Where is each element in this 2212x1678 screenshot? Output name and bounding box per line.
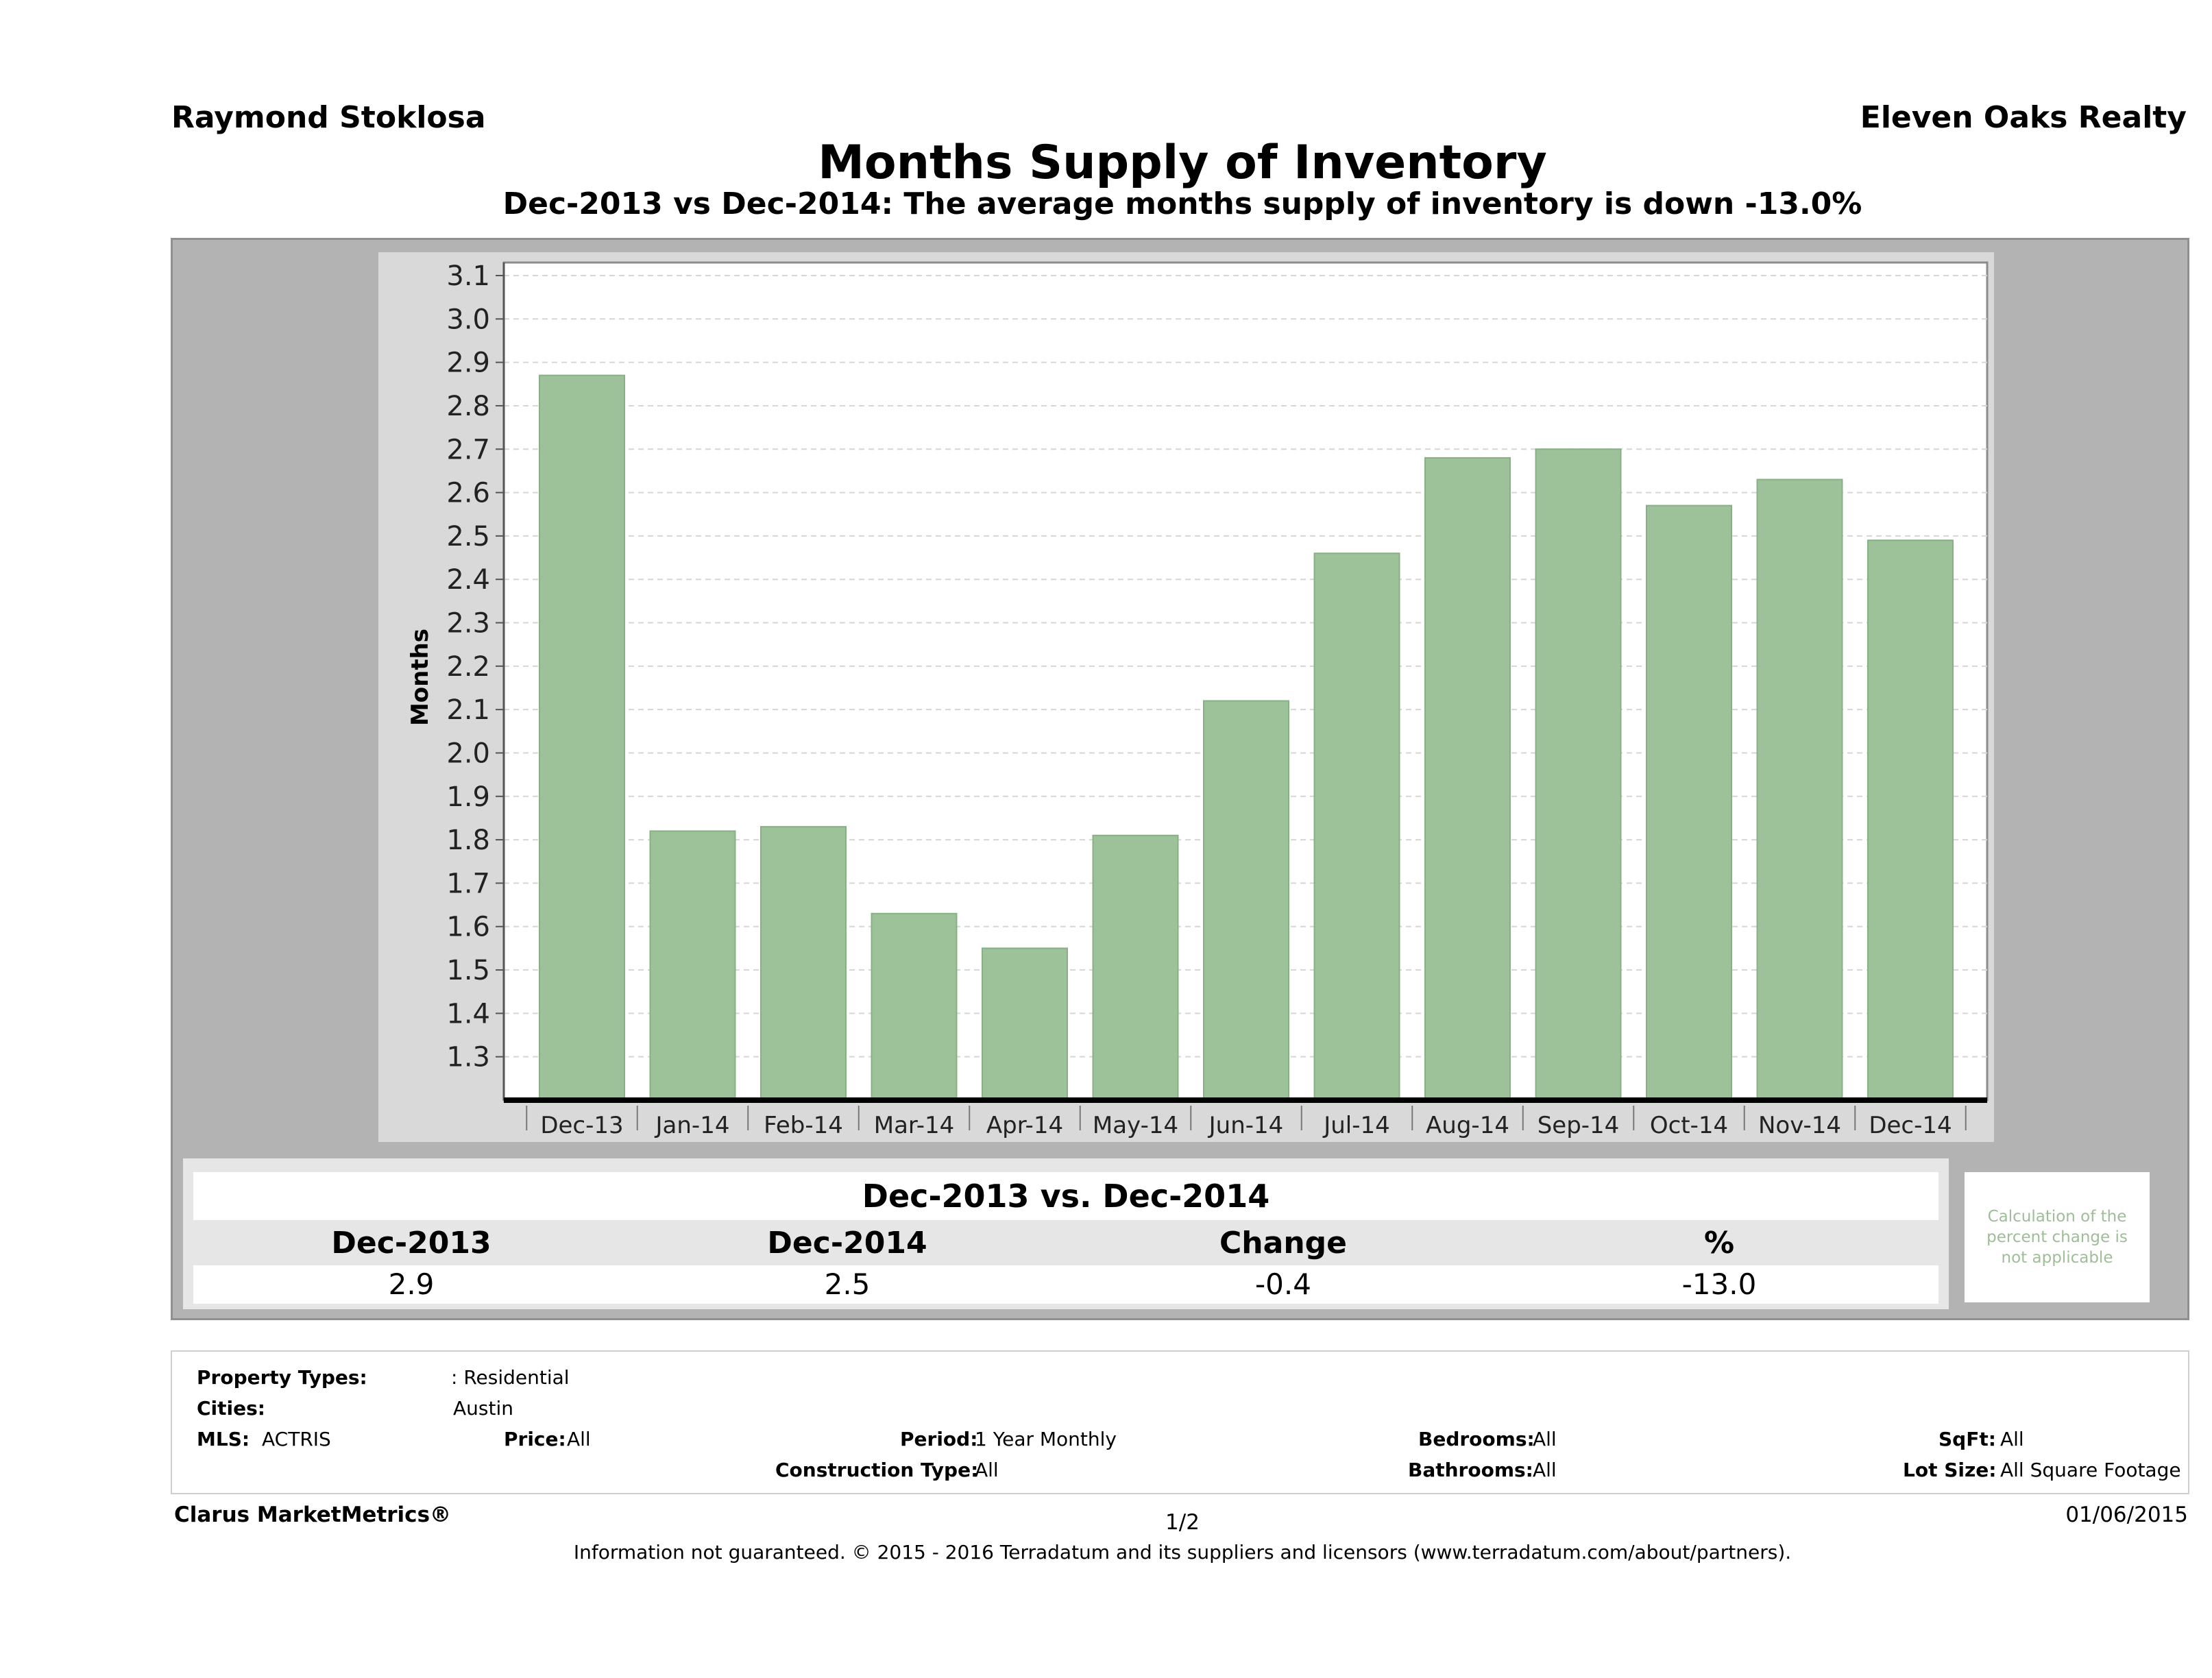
filter-cities: Cities: [197, 1397, 265, 1420]
x-tick-label: Dec-13 [540, 1112, 623, 1139]
bar-may-14 [1092, 834, 1179, 1101]
y-tick-label: 2.4 [446, 564, 490, 596]
bar-nov-14 [1756, 478, 1843, 1101]
y-tick-label: 2.8 [446, 391, 490, 422]
filter-property-types-label: Property Types: [197, 1366, 367, 1389]
y-tick-label: 1.3 [446, 1042, 490, 1073]
filter-property-types: Property Types: [197, 1366, 367, 1389]
filter-mls-value: ACTRIS [262, 1428, 331, 1450]
bar-mar-14 [871, 912, 958, 1101]
footer-brand: Clarus MarketMetrics® [174, 1503, 452, 1527]
summary-value-percent: -13.0 [1681, 1267, 1757, 1301]
filter-period-value: 1 Year Monthly [975, 1428, 1117, 1450]
filter-cities-label: Cities: [197, 1397, 265, 1420]
filter-period-label: Period: [900, 1428, 978, 1450]
page-number: 1/2 [1165, 1510, 1200, 1535]
filter-price-label: Price: [504, 1428, 566, 1450]
y-tick-label: 2.9 [446, 348, 490, 379]
x-tick-label: Jul-14 [1322, 1112, 1390, 1139]
agent-name: Raymond Stoklosa [171, 100, 486, 135]
y-tick-label: 1.6 [446, 912, 490, 943]
filter-bathrooms-value: All [1533, 1459, 1557, 1481]
filter-period: Period: [900, 1428, 977, 1450]
filter-bathrooms: Bathrooms: [1408, 1459, 1533, 1481]
x-tick-label: Dec-14 [1869, 1112, 1952, 1139]
filter-cities-value: Austin [453, 1397, 513, 1420]
filter-price-value: All [567, 1428, 591, 1450]
report-title: Months Supply of Inventory [818, 136, 1547, 190]
x-tick-label: Aug-14 [1426, 1112, 1509, 1139]
bar-feb-14 [760, 826, 847, 1102]
filter-price: Price: [504, 1428, 566, 1450]
x-tick-label: Feb-14 [764, 1112, 843, 1139]
y-tick-label: 2.0 [446, 738, 490, 769]
x-tick-label: Apr-14 [986, 1112, 1063, 1139]
bar-aug-14 [1424, 457, 1511, 1101]
filter-bedrooms-label: Bedrooms: [1418, 1428, 1535, 1450]
filter-bedrooms-value: All [1533, 1428, 1557, 1450]
y-tick-label: 1.5 [446, 955, 490, 986]
summary-value-change: -0.4 [1255, 1267, 1311, 1301]
x-tick-label: Nov-14 [1758, 1112, 1841, 1139]
filter-construction-value: All [975, 1459, 999, 1481]
filter-bathrooms-label: Bathrooms: [1408, 1459, 1533, 1481]
y-tick-label: 1.9 [446, 781, 490, 813]
y-tick-label: 1.4 [446, 998, 490, 1030]
x-tick-label: Sep-14 [1538, 1112, 1620, 1139]
filter-lot-size-label: Lot Size: [1903, 1459, 1997, 1481]
filters-panel [171, 1350, 2189, 1494]
y-tick-label: 3.0 [446, 304, 490, 335]
summary-header-percent: % [1703, 1226, 1735, 1261]
summary-value-row [193, 1265, 1938, 1304]
filter-mls-label: MLS: [197, 1428, 250, 1450]
summary-header-change: Change [1219, 1226, 1347, 1261]
y-axis-label: Months [406, 629, 434, 726]
filter-property-types-value: : Residential [451, 1366, 570, 1389]
y-tick-label: 2.5 [446, 521, 490, 552]
x-tick-label: May-14 [1093, 1112, 1178, 1139]
filter-mls: MLS: [197, 1428, 250, 1450]
bar-dec-13 [539, 374, 625, 1102]
bar-jan-14 [649, 830, 736, 1101]
x-tick-label: Oct-14 [1650, 1112, 1728, 1139]
bar-jun-14 [1203, 700, 1289, 1101]
summary-header-start: Dec-2013 [331, 1226, 491, 1261]
y-tick-label: 2.3 [446, 608, 490, 640]
y-tick-label: 1.7 [446, 868, 490, 899]
x-tick-label: Jan-14 [655, 1112, 730, 1139]
filter-sqft-value: All [2000, 1428, 2024, 1450]
report-subtitle: Dec-2013 vs Dec-2014: The average months… [502, 186, 1862, 221]
percent-note: Calculation of the percent change is not… [1965, 1172, 2150, 1302]
bar-jul-14 [1313, 552, 1400, 1102]
filter-lot-size-value: All Square Footage [2000, 1459, 2181, 1481]
filter-sqft-label: SqFt: [1938, 1428, 1996, 1450]
summary-value-start: 2.9 [388, 1267, 435, 1301]
filter-lot-size: Lot Size: [1903, 1459, 1996, 1481]
summary-header-end: Dec-2014 [767, 1226, 927, 1261]
report-date: 01/06/2015 [2065, 1503, 2188, 1527]
y-tick-label: 1.8 [446, 825, 490, 856]
bar-apr-14 [982, 947, 1068, 1102]
y-tick-label: 2.6 [446, 478, 490, 509]
bar-chart: 1.3 1.4 1.5 1.6 1.7 1.8 1.9 2.0 2.1 2.2 2.3 2.4 2.5 2… [406, 260, 1989, 1139]
summary-title: Dec-2013 vs. Dec-2014 [193, 1172, 1938, 1220]
x-tick-label: Mar-14 [874, 1112, 955, 1139]
y-tick-label: 2.1 [446, 694, 490, 726]
filter-construction: Construction Type: [775, 1459, 978, 1481]
disclaimer: Information not guaranteed. © 2015 - 201… [573, 1541, 1792, 1564]
y-tick-label: 3.1 [446, 260, 490, 292]
bar-sep-14 [1535, 448, 1622, 1101]
filter-bedrooms: Bedrooms: [1418, 1428, 1535, 1450]
x-tick-label: Jun-14 [1208, 1112, 1284, 1139]
bar-dec-14 [1867, 539, 1954, 1102]
filter-construction-label: Construction Type: [775, 1459, 979, 1481]
y-tick-label: 2.7 [446, 434, 490, 465]
bar-oct-14 [1646, 504, 1732, 1101]
y-tick-label: 2.2 [446, 651, 490, 683]
company-name: Eleven Oaks Realty [1860, 100, 2187, 135]
summary-value-end: 2.5 [824, 1267, 871, 1301]
filter-sqft: SqFt: [1938, 1428, 1996, 1450]
percent-note-text: Calculation of the percent change is not… [1986, 1208, 2128, 1267]
